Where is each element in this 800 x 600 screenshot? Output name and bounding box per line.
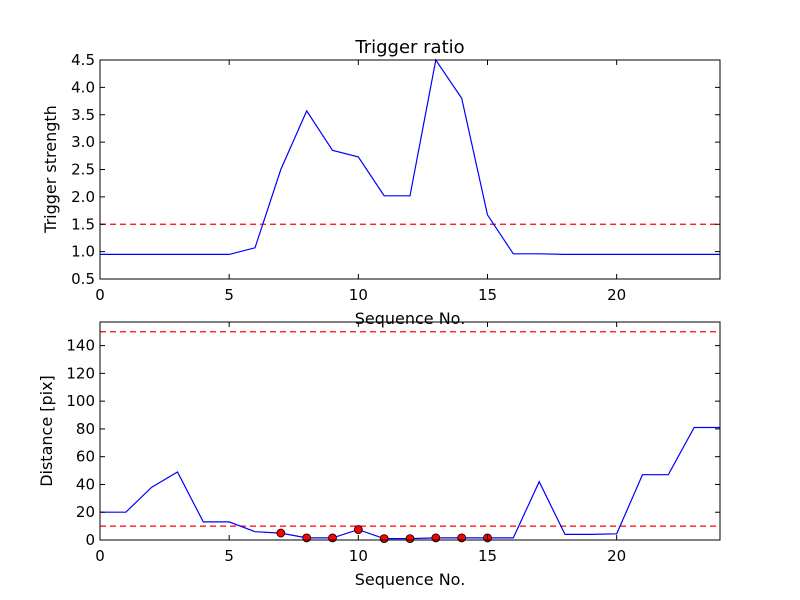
y-tick-label: 2.5 [71, 161, 95, 179]
axes-frame [99, 59, 721, 280]
x-tick-label: 0 [95, 547, 105, 565]
data-point-marker [353, 525, 363, 534]
data-point-marker [457, 533, 467, 543]
y-tick-label: 1.0 [71, 243, 95, 261]
x-tick-label: 20 [607, 547, 626, 565]
x-tick-label: 10 [349, 547, 368, 565]
y-tick-label: 2.0 [71, 188, 95, 206]
data-point-marker [302, 533, 312, 543]
y-tick-label: 100 [66, 392, 95, 410]
y-tick-label: 0.5 [71, 270, 95, 288]
y-tick-label: 80 [76, 420, 95, 438]
x-axis-label: Sequence No. [355, 309, 466, 328]
x-tick-label: 5 [224, 547, 234, 565]
y-tick-label: 20 [76, 503, 95, 521]
y-tick-label: 1.5 [71, 215, 95, 233]
y-tick-label: 3.5 [71, 106, 95, 124]
y-tick-label: 3.0 [71, 133, 95, 151]
y-tick-label: 4.0 [71, 78, 95, 96]
data-point-marker [276, 528, 286, 538]
y-axis-label: Trigger strength [41, 105, 60, 234]
x-axis-label: Sequence No. [355, 570, 466, 589]
trigger-plot-area: 0 5 10 15 20 0.5 1.0 1.5 2.0 2.5 3.0 3.5 4.0 4.5 [71, 51, 721, 304]
axes-frame [99, 321, 721, 541]
x-tick-label: 5 [224, 286, 234, 304]
y-tick-label: 4.5 [71, 51, 95, 69]
chart-title: Trigger ratio [354, 37, 464, 58]
y-tick-label: 140 [66, 337, 95, 355]
x-tick-label: 20 [607, 286, 626, 304]
trigger-ratio-subplot: Trigger ratio 0 5 10 15 20 0.5 1.0 1.5 2.0 2.5 3.0… [41, 37, 721, 328]
x-tick-label: 15 [478, 547, 497, 565]
data-point-marker [405, 534, 415, 544]
y-tick-label: 0 [85, 531, 95, 549]
x-tick-label: 15 [478, 286, 497, 304]
data-point-marker [379, 534, 389, 544]
distance-plot-area: 0 5 10 15 20 0 20 40 60 80 100 120 140 [66, 321, 721, 565]
y-axis-label: Distance [pix] [37, 375, 56, 487]
y-tick-label: 60 [76, 448, 95, 466]
x-tick-label: 10 [349, 286, 368, 304]
series-line [100, 58, 720, 255]
series-line [100, 426, 720, 540]
x-tick-label: 0 [95, 286, 105, 304]
data-point-marker [431, 533, 441, 543]
y-tick-label: 40 [76, 475, 95, 493]
y-tick-label: 120 [66, 364, 95, 382]
data-point-marker [328, 533, 337, 543]
